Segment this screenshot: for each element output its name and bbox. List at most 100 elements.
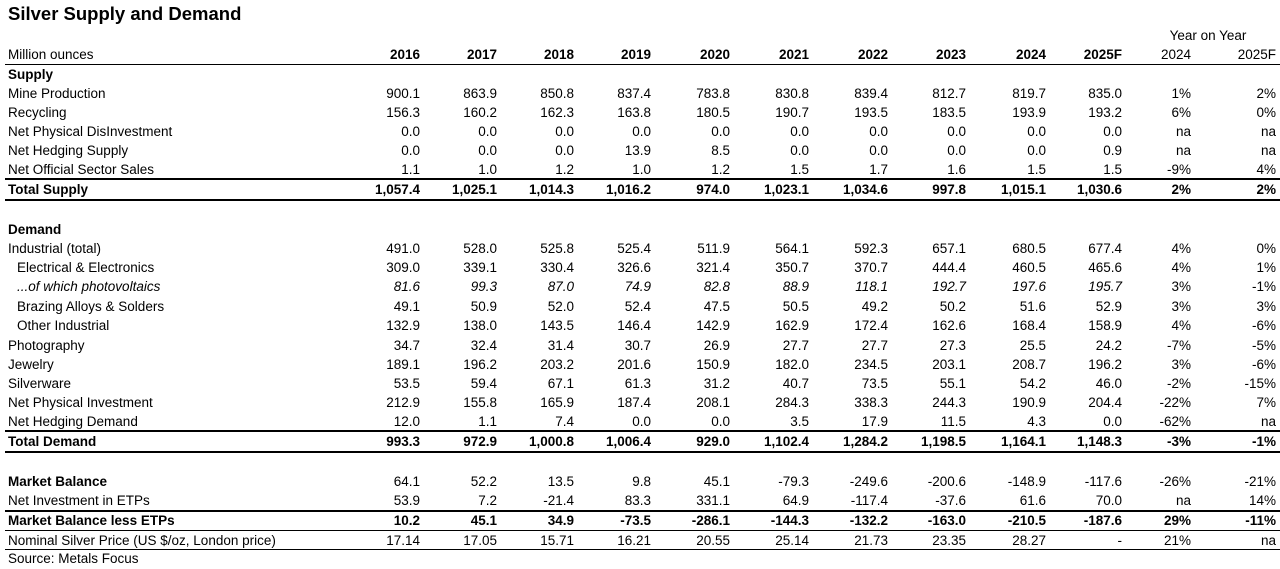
value-cell: 208.7 xyxy=(1012,356,1046,372)
yoy-cell: na xyxy=(1260,413,1276,429)
value-cell: 10.2 xyxy=(393,512,420,528)
section-heading: Supply xyxy=(0,65,1280,84)
total-demand-top-rule xyxy=(5,430,1280,432)
value-cell: 54.2 xyxy=(1019,375,1046,391)
value-cell: 0.0 xyxy=(478,123,497,139)
column-header-year: 2020 xyxy=(699,47,730,62)
row-label: Supply xyxy=(8,66,54,82)
value-cell: 244.3 xyxy=(932,394,966,410)
value-cell: 52.0 xyxy=(547,298,574,314)
yoy-cell: -1% xyxy=(1251,278,1276,294)
value-cell: 3.5 xyxy=(790,413,809,429)
value-cell: 20.55 xyxy=(696,532,730,548)
row-label: Jewelry xyxy=(8,356,54,372)
rule xyxy=(5,510,1280,512)
value-cell: 64.1 xyxy=(393,473,420,489)
value-cell: 339.1 xyxy=(463,259,497,275)
row-label: Net Physical Investment xyxy=(8,394,153,410)
value-cell: 190.9 xyxy=(1012,394,1046,410)
value-cell: 1,014.3 xyxy=(528,181,574,197)
value-cell: 162.6 xyxy=(932,317,966,333)
value-cell: 0.0 xyxy=(1103,123,1122,139)
value-cell: 0.0 xyxy=(1103,413,1122,429)
value-cell: 160.2 xyxy=(463,104,497,120)
unit-label: Million ounces xyxy=(8,47,94,62)
table-row: Net Physical DisInvestment 0.0 0.0 0.0 0.0 0.… xyxy=(0,122,1280,141)
value-cell: 87.0 xyxy=(547,278,574,294)
yoy-cell: -7% xyxy=(1166,337,1191,353)
value-cell: 193.5 xyxy=(854,104,888,120)
value-cell: 208.1 xyxy=(696,394,730,410)
value-cell: 21.73 xyxy=(854,532,888,548)
value-cell: 46.0 xyxy=(1095,375,1122,391)
value-cell: 190.7 xyxy=(775,104,809,120)
row-label: Net Physical DisInvestment xyxy=(8,123,173,139)
value-cell: 1.0 xyxy=(478,161,497,177)
value-cell: 0.0 xyxy=(555,142,574,158)
value-cell: 1.2 xyxy=(711,161,730,177)
value-cell: 50.9 xyxy=(470,298,497,314)
row-label: Total Demand xyxy=(8,433,97,449)
value-cell: 70.0 xyxy=(1095,492,1122,508)
value-cell: 11.5 xyxy=(940,413,966,429)
yoy-cell: 0% xyxy=(1256,104,1276,120)
value-cell: 24.2 xyxy=(1095,337,1122,353)
value-cell: 74.9 xyxy=(624,278,651,294)
value-cell: 1,148.3 xyxy=(1076,433,1122,449)
value-cell: 1.1 xyxy=(401,161,420,177)
table-row: Industrial (total) 491.0 528.0 525.8 525.4 51… xyxy=(0,239,1280,258)
value-cell: 172.4 xyxy=(854,317,888,333)
value-cell: 9.8 xyxy=(632,473,651,489)
value-cell: 212.9 xyxy=(386,394,420,410)
value-cell: 1.1 xyxy=(478,413,497,429)
value-cell: 25.14 xyxy=(775,532,809,548)
value-cell: 1,016.2 xyxy=(605,181,651,197)
value-cell: 0.0 xyxy=(711,123,730,139)
value-cell: 82.8 xyxy=(703,278,730,294)
value-cell: 850.8 xyxy=(540,85,574,101)
yoy-cell: 4% xyxy=(1256,161,1276,177)
yoy-cell: -26% xyxy=(1159,473,1191,489)
value-cell: 0.0 xyxy=(869,123,888,139)
value-cell: 64.9 xyxy=(782,492,809,508)
value-cell: 49.1 xyxy=(393,298,420,314)
value-cell: 835.0 xyxy=(1088,85,1122,101)
value-cell: 0.9 xyxy=(1103,142,1122,158)
rule xyxy=(5,529,1280,531)
value-cell: -200.6 xyxy=(927,473,966,489)
value-cell: 1,000.8 xyxy=(528,433,574,449)
value-cell: 0.0 xyxy=(869,142,888,158)
value-cell: 195.7 xyxy=(1088,278,1122,294)
value-cell: 31.2 xyxy=(703,375,730,391)
value-cell: 812.7 xyxy=(932,85,966,101)
value-cell: 50.2 xyxy=(939,298,966,314)
yoy-cell: 4% xyxy=(1171,259,1191,275)
value-cell: 53.5 xyxy=(393,375,420,391)
row-label: Electrical & Electronics xyxy=(17,259,155,275)
value-cell: 1,057.4 xyxy=(374,181,420,197)
value-cell: 201.6 xyxy=(617,356,651,372)
value-cell: 1,030.6 xyxy=(1076,181,1122,197)
value-cell: 321.4 xyxy=(696,259,730,275)
value-cell: 45.1 xyxy=(470,512,497,528)
yoy-cell: -22% xyxy=(1159,394,1191,410)
value-cell: 17.05 xyxy=(463,532,497,548)
value-cell: 839.4 xyxy=(854,85,888,101)
column-header-year: 2018 xyxy=(543,47,574,62)
value-cell: 370.7 xyxy=(854,259,888,275)
value-cell: -79.3 xyxy=(778,473,809,489)
value-cell: 193.2 xyxy=(1088,104,1122,120)
value-cell: 564.1 xyxy=(775,240,809,256)
value-cell: -144.3 xyxy=(770,512,809,528)
value-cell: 491.0 xyxy=(386,240,420,256)
value-cell: 192.7 xyxy=(932,278,966,294)
value-cell: 997.8 xyxy=(932,181,966,197)
value-cell: 83.3 xyxy=(624,492,651,508)
value-cell: 156.3 xyxy=(386,104,420,120)
table-row: Net Hedging Supply 0.0 0.0 0.0 13.9 8.5 0.0 0.0… xyxy=(0,141,1280,160)
yoy-cell: 2% xyxy=(1171,181,1191,197)
value-cell: 1,102.4 xyxy=(763,433,809,449)
column-header-year: 2025F xyxy=(1083,47,1122,62)
table-row: Net Hedging Demand 12.0 1.1 7.4 0.0 0.0 3.5 17.… xyxy=(0,412,1280,431)
yoy-cell: -6% xyxy=(1251,356,1276,372)
